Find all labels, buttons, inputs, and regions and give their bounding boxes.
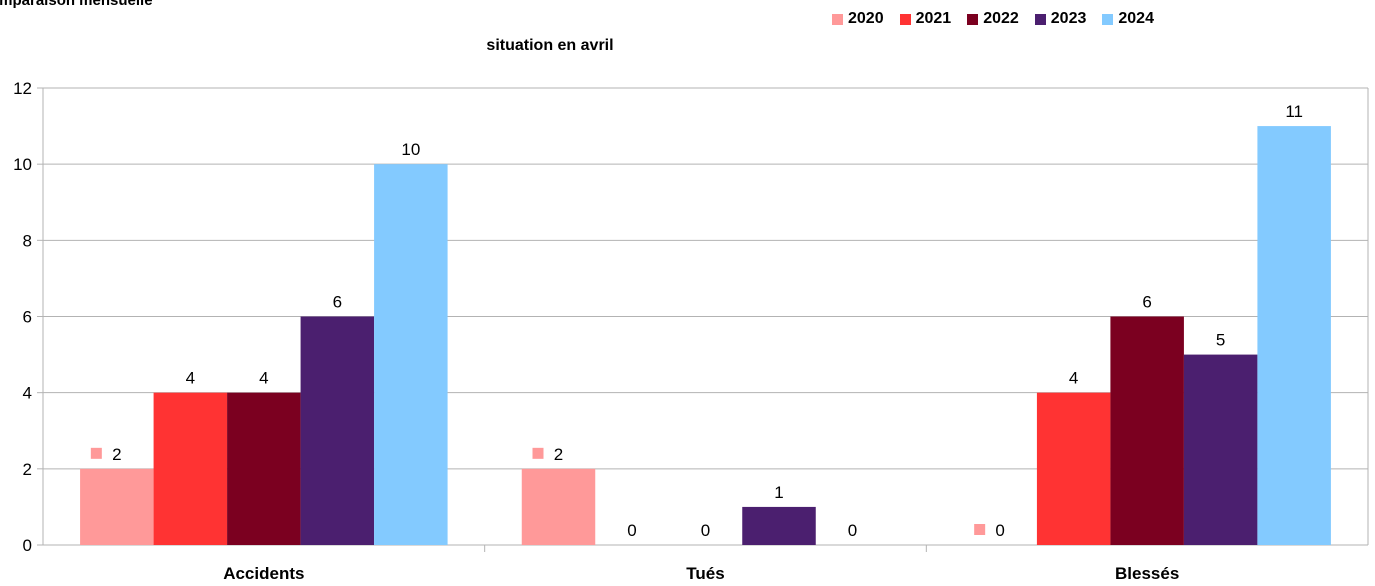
- data-label-key: [532, 447, 544, 459]
- data-label: 5: [1216, 331, 1225, 350]
- legend-swatch: [1102, 13, 1114, 25]
- legend-swatch: [967, 13, 979, 25]
- y-tick-label: 0: [23, 536, 32, 555]
- data-label: 4: [186, 369, 195, 388]
- data-label: 6: [1142, 293, 1151, 312]
- data-label: 0: [848, 521, 857, 540]
- bar: [1036, 392, 1111, 545]
- y-tick-label: 4: [23, 384, 32, 403]
- legend-item-2023: 2023: [1034, 10, 1087, 28]
- chart-heading: omparaison mensuelle: [0, 0, 153, 9]
- data-label: 0: [995, 521, 1004, 540]
- y-tick-label: 8: [23, 231, 32, 250]
- data-label: 0: [627, 521, 636, 540]
- legend-swatch: [1034, 13, 1046, 25]
- legend-swatch: [899, 13, 911, 25]
- y-tick-label: 10: [13, 155, 32, 174]
- legend-item-2020: 2020: [832, 10, 884, 28]
- legend-item-2021: 2021: [899, 10, 952, 28]
- chart-subtitle: situation en avril: [486, 37, 614, 54]
- bar: [521, 468, 596, 545]
- data-label: 0: [701, 521, 710, 540]
- data-label: 11: [1285, 102, 1303, 121]
- data-label: 6: [333, 293, 342, 312]
- data-label: 2: [112, 445, 121, 464]
- x-tick-label: Blessés: [1115, 564, 1179, 583]
- legend-label: 2024: [1118, 10, 1154, 27]
- data-label: 2: [554, 445, 563, 464]
- data-label-key: [974, 524, 986, 535]
- data-label: 4: [259, 369, 268, 388]
- legend-label: 2022: [983, 10, 1019, 27]
- legend-label: 2020: [848, 10, 884, 27]
- legend-item-2024: 2024: [1102, 10, 1154, 28]
- legend-label: 2023: [1050, 10, 1087, 27]
- y-tick-label: 2: [23, 460, 32, 479]
- bar: [300, 316, 375, 545]
- y-tick-label: 6: [23, 308, 32, 327]
- legend-label: 2021: [915, 10, 952, 27]
- data-label: 1: [774, 483, 783, 502]
- legend-item-2022: 2022: [967, 10, 1019, 28]
- legend-swatch: [832, 13, 843, 25]
- bar: [1183, 354, 1258, 545]
- x-tick-label: Tués: [686, 564, 724, 583]
- legend: 2020 2021 2022 2023 2024: [832, 10, 1154, 28]
- bar: [374, 164, 448, 545]
- bar: [80, 468, 154, 545]
- data-label: 10: [401, 140, 420, 159]
- data-label-key: [90, 447, 102, 459]
- bar: [227, 392, 301, 545]
- data-label: 4: [1069, 369, 1078, 388]
- bar: [742, 506, 816, 545]
- x-tick-label: Accidents: [223, 564, 304, 583]
- bar: [1110, 316, 1184, 545]
- bar: [153, 392, 228, 545]
- y-tick-label: 12: [13, 79, 32, 98]
- bar: [1257, 126, 1331, 545]
